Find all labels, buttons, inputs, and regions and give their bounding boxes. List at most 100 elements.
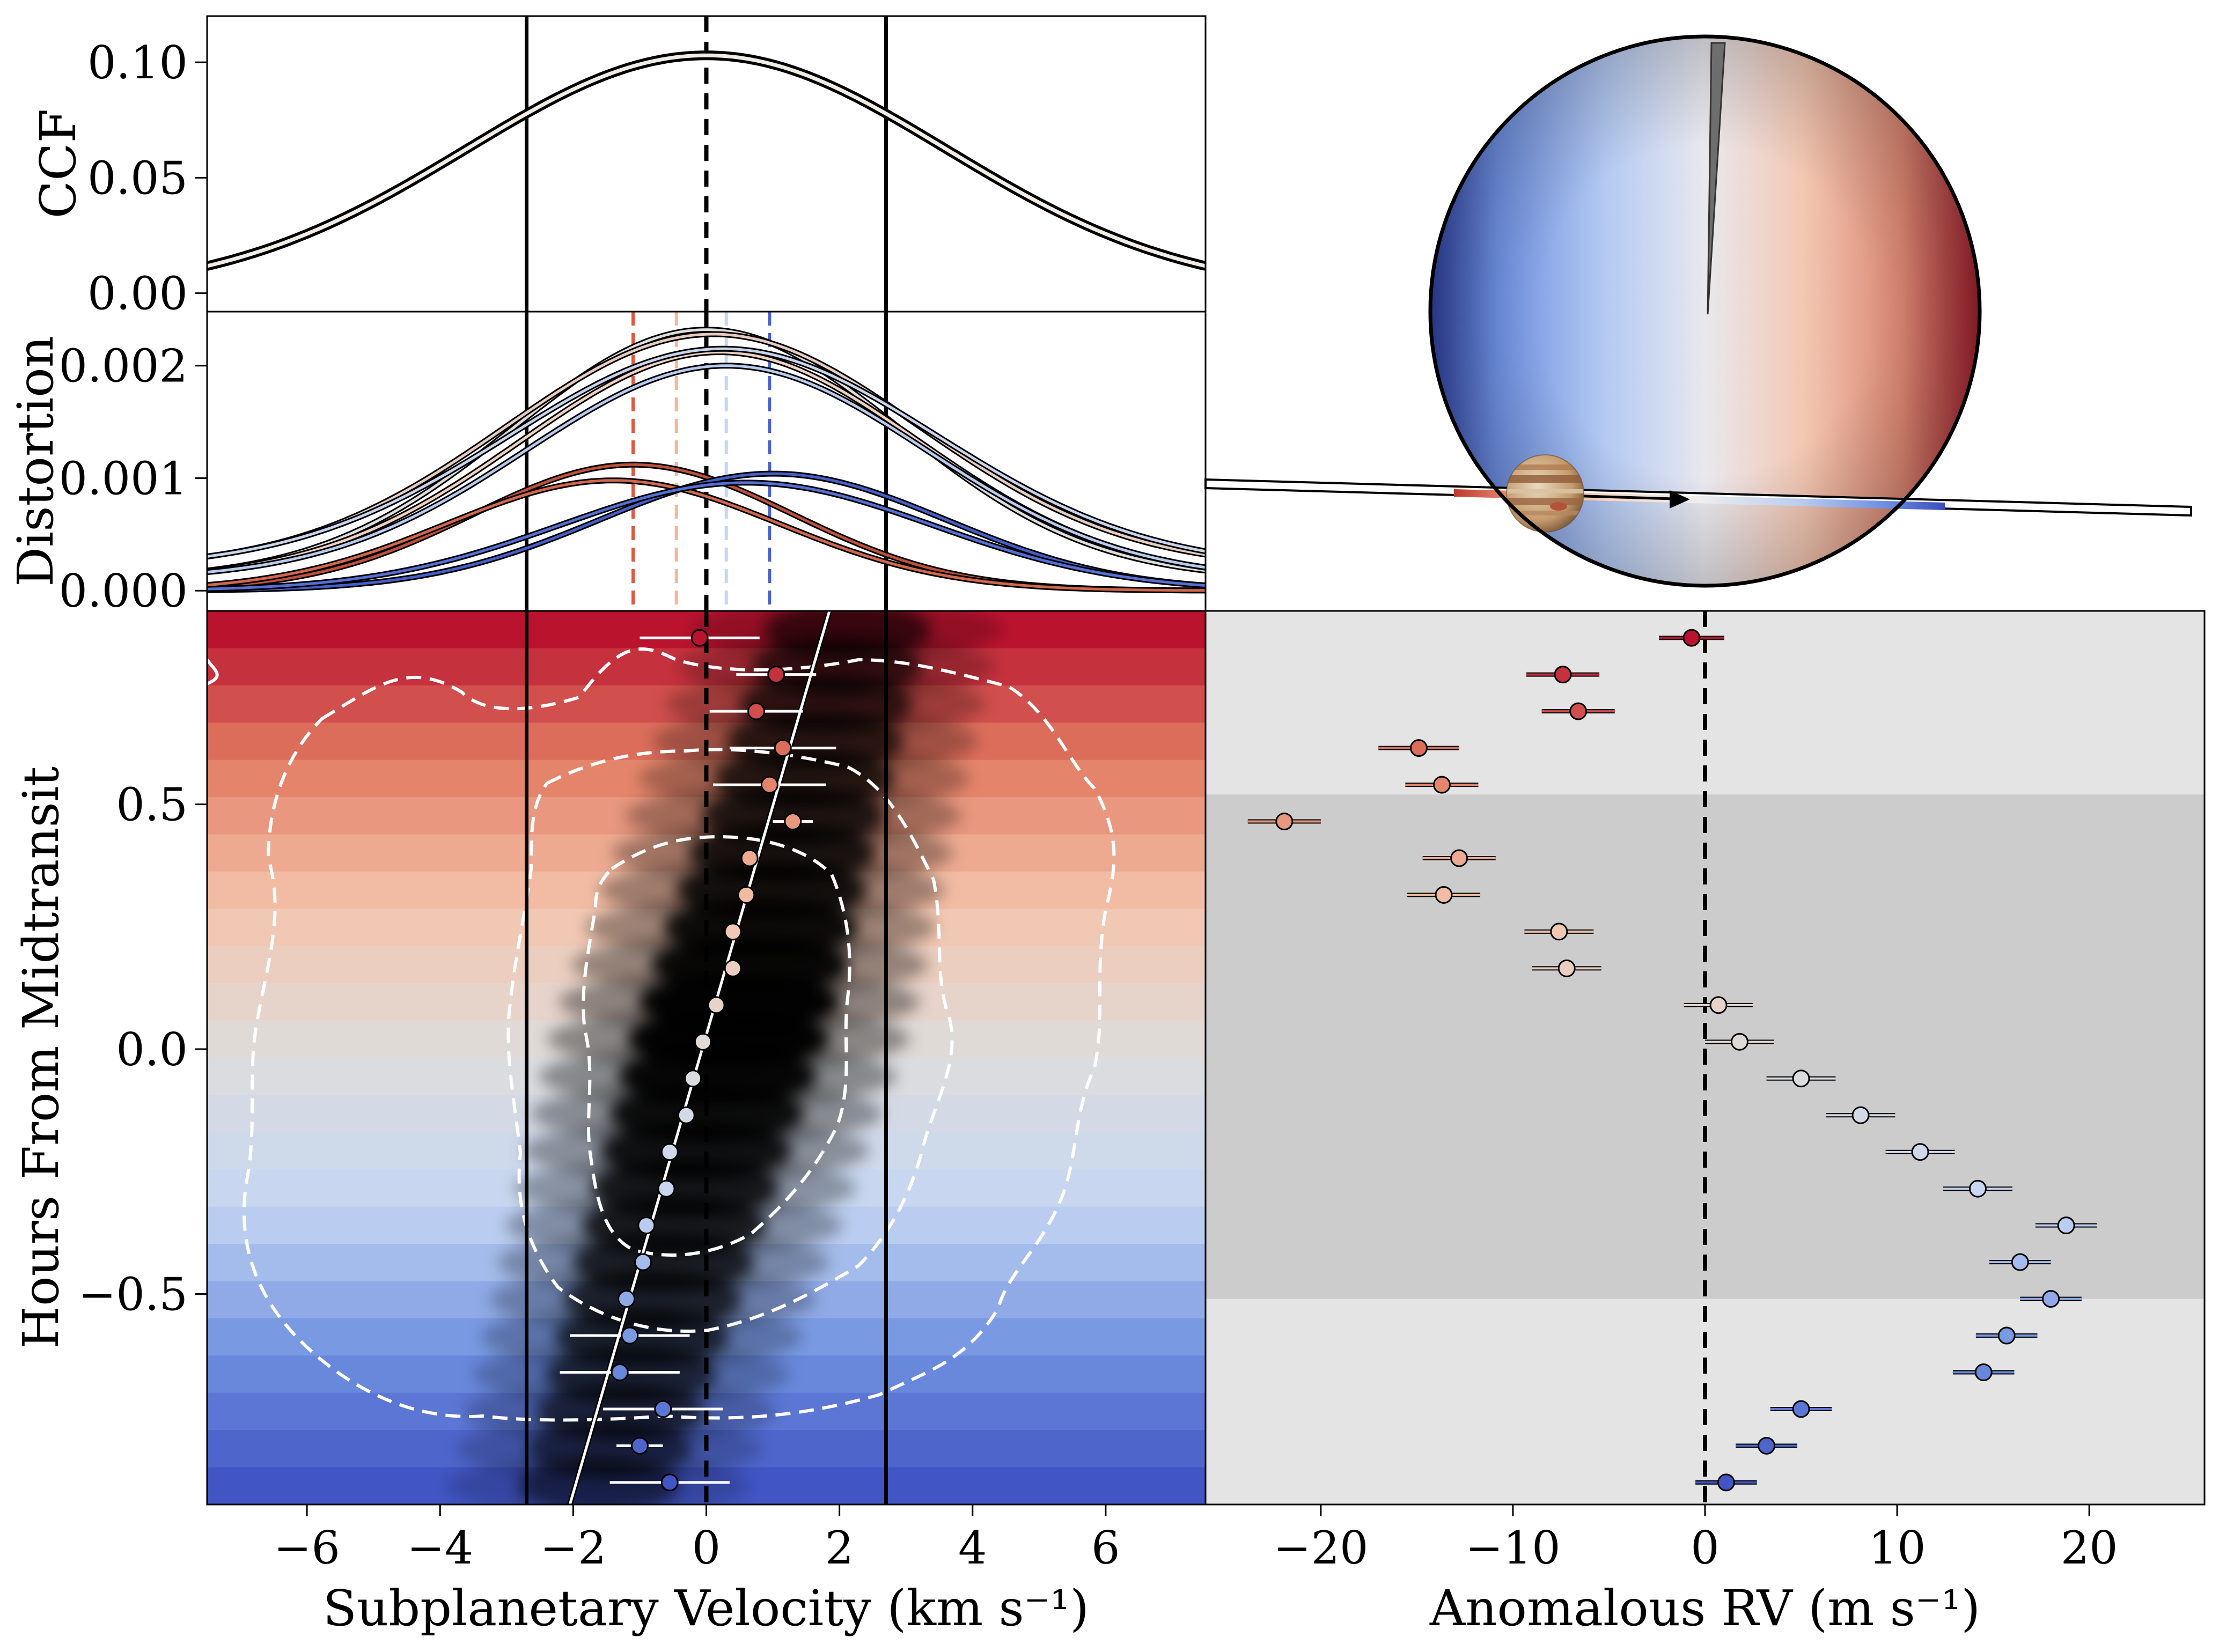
map-point [660, 1143, 679, 1161]
distortion-curve [207, 347, 1206, 558]
rv-point [2042, 1290, 2060, 1308]
map-point [737, 886, 755, 904]
rv-point [1911, 1143, 1929, 1161]
rv-point [1682, 629, 1701, 647]
distortion-y-tick-label: 0.001 [59, 452, 188, 505]
map-point [760, 776, 778, 794]
map-signal-halo [448, 1456, 750, 1504]
ccf-y-tick-label: 0.10 [87, 36, 188, 89]
stellar-disk-schematic [1204, 34, 2192, 588]
map-x-tick-label: −2 [540, 1522, 606, 1574]
map-panel: −6 −4 −2 0 2 4 6 −0.5 0.0 0.5 Hours From Midtran… [12, 610, 1207, 1637]
rv-point [1554, 666, 1572, 684]
map-point [611, 1363, 629, 1382]
map-y-axis-label: Hours From Midtransit [12, 766, 70, 1349]
rv-point [1569, 702, 1588, 720]
contour-middle [506, 748, 954, 1333]
rv-x-tick-label: 10 [1869, 1522, 1926, 1574]
ccf-y-ticks: 0.00 0.05 0.10 [87, 36, 207, 320]
map-point [654, 1400, 672, 1418]
distortion-curves [207, 327, 1206, 594]
rv-x-ticks: −20 −10 0 10 20 [1273, 1504, 2118, 1574]
map-point [784, 813, 802, 831]
distortion-curve [207, 328, 1206, 572]
map-x-tick-label: 2 [825, 1522, 854, 1574]
rv-point [1709, 996, 1728, 1014]
map-reference-lines [525, 611, 888, 1504]
map-x-ticks: −6 −4 −2 0 2 4 6 [274, 1504, 1120, 1574]
rv-x-tick-label: 0 [1691, 1522, 1719, 1574]
map-point [621, 1326, 639, 1345]
distortion-y-tick-label: 0.002 [59, 340, 188, 393]
map-point [684, 1070, 702, 1088]
map-points [611, 629, 802, 1492]
distortion-y-axis-label: Distortion [7, 336, 64, 587]
rv-points [1275, 629, 2075, 1492]
ccf-y-tick-label: 0.00 [87, 268, 188, 320]
rv-point [1792, 1070, 1810, 1088]
rv-point [1432, 776, 1451, 794]
ccf-y-tick-label: 0.05 [87, 152, 188, 204]
map-contours [242, 647, 1116, 1422]
distortion-curve [207, 479, 1206, 592]
map-x-tick-label: −6 [274, 1522, 340, 1574]
rv-point [1968, 1179, 1987, 1198]
transit-direction-arrow [1566, 494, 1674, 500]
rv-point [1717, 1473, 1735, 1492]
map-point [767, 666, 785, 684]
map-point [707, 996, 725, 1014]
rv-x-axis-label: Anomalous RV (m s⁻¹) [1429, 1580, 1980, 1637]
map-point [694, 1032, 712, 1051]
planet-icon [1506, 454, 1584, 533]
map-point [660, 1473, 679, 1492]
map-edge-contour [207, 659, 219, 685]
map-point [774, 739, 792, 757]
distortion-reference-lines [525, 312, 888, 611]
map-x-tick-label: −4 [407, 1522, 473, 1574]
rv-x-tick-label: 20 [2061, 1522, 2118, 1574]
rv-panel: −20 −10 0 10 20 Anomalous RV (m s⁻¹) [1204, 610, 2206, 1637]
map-x-axis-label: Subplanetary Velocity (km s⁻¹) [323, 1580, 1089, 1637]
map-x-tick-label: 0 [692, 1522, 721, 1574]
rv-point [1997, 1326, 2016, 1345]
rv-point [2011, 1253, 2029, 1271]
map-point [740, 849, 759, 867]
rv-point [1409, 739, 1428, 757]
rv-point [1758, 1436, 1776, 1455]
map-point [724, 959, 742, 977]
ccf-y-axis-label: CCF [30, 109, 87, 219]
map-y-tick-label: −0.5 [78, 1268, 188, 1321]
map-y-ticks: −0.5 0.0 0.5 [78, 779, 207, 1321]
map-y-tick-label: 0.0 [116, 1023, 188, 1076]
ccf-reference-lines [525, 16, 888, 312]
contour-outer [242, 647, 1116, 1422]
map-x-tick-label: 6 [1091, 1522, 1120, 1574]
map-point [657, 1179, 675, 1198]
distortion-curve [207, 481, 1206, 591]
rv-point [1730, 1032, 1748, 1051]
map-x-tick-label: 4 [958, 1522, 987, 1574]
distortion-y-tick-label: 0.000 [59, 565, 188, 617]
map-point [637, 1216, 656, 1235]
map-point [677, 1106, 695, 1124]
stellar-spin-axis [1707, 42, 1726, 315]
distortion-y-ticks: 0.000 0.001 0.002 [59, 340, 207, 617]
map-point [618, 1290, 636, 1308]
rv-point [1450, 849, 1468, 867]
map-line-signal [448, 611, 1003, 1504]
rv-point [1275, 813, 1294, 831]
arrow-head-icon [1670, 490, 1690, 508]
ccf-frame [206, 15, 1207, 313]
rv-point [1550, 923, 1568, 941]
rv-frame [1204, 610, 2206, 1506]
map-point [630, 1436, 649, 1455]
distortion-curve [207, 472, 1206, 592]
rv-point [1851, 1106, 1870, 1124]
map-point [634, 1253, 652, 1271]
map-point [690, 629, 709, 647]
distortion-panel: 0.000 0.001 0.002 Distortion [7, 311, 1207, 617]
ccf-curve-core [207, 53, 1206, 268]
contour-inner [582, 835, 851, 1257]
rv-x-tick-label: −10 [1465, 1522, 1560, 1574]
